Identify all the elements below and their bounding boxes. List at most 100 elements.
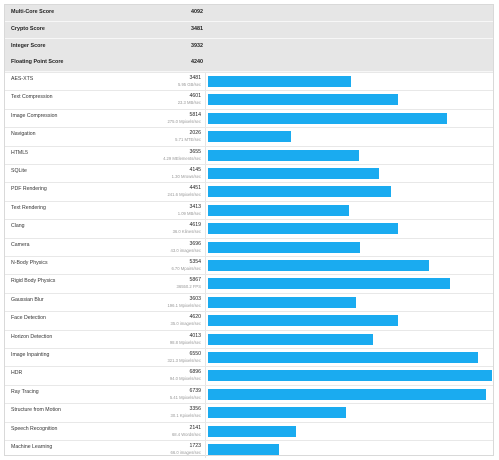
summary-row: Crypto Score 3481 bbox=[5, 21, 493, 39]
results-table: Multi-Core Score 4092 Crypto Score 3481 Inte… bbox=[4, 4, 494, 459]
score-bar bbox=[208, 149, 359, 161]
summary-row: Floating Point Score 4240 bbox=[5, 55, 493, 73]
summary-label: Multi-Core Score bbox=[11, 9, 55, 15]
bar-track bbox=[205, 349, 493, 367]
bar-track bbox=[205, 330, 493, 348]
benchmark-unit: 98.8 Mpixels/sec bbox=[169, 339, 201, 345]
score-bar bbox=[208, 407, 347, 419]
score-bar bbox=[208, 131, 292, 143]
benchmark-unit: 1.30 Mrows/sec bbox=[171, 174, 201, 179]
benchmark-score: 5354 bbox=[189, 259, 201, 265]
benchmark-unit: 241.6 Mpixels/sec bbox=[167, 192, 201, 198]
benchmark-row: Machine Learning 1723 66.0 images/sec bbox=[5, 440, 493, 459]
benchmark-name: N-Body Physics bbox=[11, 260, 48, 266]
summary-fill bbox=[205, 55, 493, 72]
benchmark-name: Image Inpainting bbox=[11, 352, 50, 358]
benchmark-score: 4013 bbox=[189, 332, 201, 339]
benchmark-unit: 30.1 Kpixels/sec bbox=[170, 413, 202, 419]
benchmark-row: Clang 4619 36.0 Klines/sec bbox=[5, 219, 493, 238]
benchmark-score: 3696 bbox=[189, 240, 201, 247]
benchmark-score: 6739 bbox=[189, 387, 201, 394]
benchmark-score: 3481 bbox=[189, 75, 201, 81]
benchmark-row: Image Compression 5814 275.0 Mpixels/sec bbox=[5, 108, 493, 128]
bar-track bbox=[205, 128, 493, 146]
benchmark-score: 6896 bbox=[189, 369, 201, 376]
benchmark-row: Image Inpainting 6550 321.3 Mpixels/sec bbox=[5, 348, 493, 367]
benchmark-score: 4145 bbox=[189, 167, 201, 173]
score-bar bbox=[208, 204, 349, 216]
benchmark-row: Structure from Motion 3356 30.1 Kpixels/se… bbox=[5, 403, 493, 422]
benchmark-score: 2026 bbox=[189, 130, 201, 137]
bar-track bbox=[205, 165, 493, 183]
benchmark-unit: 36.0 Klines/sec bbox=[172, 229, 201, 235]
bar-track bbox=[205, 146, 493, 164]
score-bar bbox=[208, 168, 379, 179]
bar-track bbox=[205, 183, 493, 201]
benchmark-row: SQLite 4145 1.30 Mrows/sec bbox=[5, 164, 493, 183]
benchmark-unit: 5.95 GB/sec bbox=[177, 82, 201, 87]
benchmark-name: Rigid Body Physics bbox=[11, 278, 56, 285]
score-bar bbox=[208, 76, 352, 87]
benchmark-row: Navigation 2026 5.71 MTE/sec bbox=[5, 127, 493, 146]
benchmark-row: Text Compression 4601 23.3 MB/sec bbox=[5, 90, 493, 109]
benchmark-unit: 36550.2 FPS bbox=[176, 284, 201, 290]
summary-fill bbox=[205, 38, 493, 55]
benchmark-score: 4619 bbox=[189, 222, 201, 229]
benchmark-name: HDR bbox=[11, 370, 23, 377]
bar-track bbox=[205, 422, 493, 440]
score-bar bbox=[208, 223, 399, 235]
summary-fill bbox=[205, 5, 493, 21]
benchmark-row: N-Body Physics 5354 6.70 Mpairs/sec bbox=[5, 256, 493, 275]
bar-track bbox=[205, 109, 493, 128]
bar-track bbox=[205, 201, 493, 220]
summary-value: 3932 bbox=[191, 42, 203, 49]
score-bar bbox=[208, 94, 398, 106]
benchmark-name: HTML5 bbox=[11, 149, 29, 156]
score-bar bbox=[208, 112, 448, 124]
benchmark-unit: 196.1 Mpixels/sec bbox=[167, 302, 201, 308]
benchmark-unit: 23.3 MB/sec bbox=[177, 100, 201, 106]
benchmark-row: PDF Rendering 4451 241.6 Mpixels/sec bbox=[5, 182, 493, 201]
benchmark-score: 1723 bbox=[189, 443, 201, 449]
benchmark-row: Speech Recognition 2141 68.4 Words/sec bbox=[5, 421, 493, 440]
benchmark-score: 4620 bbox=[189, 314, 201, 321]
summary-label: Crypto Score bbox=[11, 25, 45, 32]
benchmark-score: 2141 bbox=[189, 424, 201, 431]
bar-track bbox=[205, 441, 493, 459]
benchmark-unit: 43.0 images/sec bbox=[170, 247, 202, 253]
benchmark-unit: 66.0 images/sec bbox=[170, 450, 202, 455]
benchmark-name: Gaussian Blur bbox=[11, 296, 44, 303]
bar-track bbox=[205, 293, 493, 312]
benchmark-name: AES-XTS bbox=[11, 76, 34, 82]
score-bar bbox=[208, 370, 492, 382]
benchmark-row: Text Rendering 3413 1.09 MB/sec bbox=[5, 200, 493, 220]
benchmark-unit: 35.0 images/sec bbox=[170, 321, 202, 327]
bar-track bbox=[205, 275, 493, 293]
benchmark-unit: 275.0 Mpixels/sec bbox=[167, 118, 201, 124]
benchmark-name: Clang bbox=[11, 223, 25, 230]
bar-track bbox=[205, 73, 493, 91]
summary-value: 4240 bbox=[191, 59, 203, 66]
benchmark-unit: 5.71 MTE/sec bbox=[175, 137, 201, 143]
summary-label: Integer Score bbox=[11, 42, 46, 49]
benchmark-score: 4601 bbox=[189, 93, 201, 100]
benchmark-row: Rigid Body Physics 5867 36550.2 FPS bbox=[5, 274, 493, 293]
benchmark-row: HTML5 3655 4.29 MElements/sec bbox=[5, 145, 493, 164]
benchmark-name: Navigation bbox=[11, 131, 36, 138]
score-bar bbox=[208, 333, 374, 345]
benchmark-name: Ray Tracing bbox=[11, 388, 39, 395]
summary-row: Multi-Core Score 4092 bbox=[5, 5, 493, 22]
benchmark-name: Image Compression bbox=[11, 112, 58, 119]
benchmark-name: Speech Recognition bbox=[11, 425, 58, 432]
summary-label: Floating Point Score bbox=[11, 59, 64, 66]
benchmark-score: 4451 bbox=[189, 185, 201, 192]
benchmark-row: HDR 6896 94.0 Mpixels/sec bbox=[5, 366, 493, 385]
score-bar bbox=[208, 388, 486, 400]
summary-row: Integer Score 3932 bbox=[5, 38, 493, 56]
score-bar bbox=[208, 352, 478, 363]
bar-track bbox=[205, 220, 493, 238]
benchmark-score: 3603 bbox=[189, 295, 201, 302]
summary-value: 4092 bbox=[191, 9, 203, 15]
score-bar bbox=[208, 278, 450, 290]
bar-track bbox=[205, 257, 493, 275]
